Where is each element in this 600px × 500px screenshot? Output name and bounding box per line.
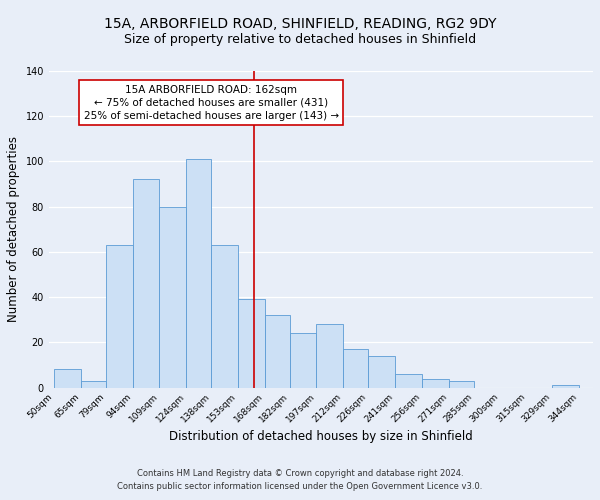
Bar [316,324,343,388]
Text: Contains HM Land Registry data © Crown copyright and database right 2024.: Contains HM Land Registry data © Crown c… [137,468,463,477]
Bar [368,356,395,388]
Bar [395,374,422,388]
Bar [265,315,290,388]
Bar [160,206,186,388]
X-axis label: Distribution of detached houses by size in Shinfield: Distribution of detached houses by size … [169,430,473,443]
Text: 15A, ARBORFIELD ROAD, SHINFIELD, READING, RG2 9DY: 15A, ARBORFIELD ROAD, SHINFIELD, READING… [104,18,496,32]
Bar [81,381,106,388]
Bar [422,378,449,388]
Text: Contains public sector information licensed under the Open Government Licence v3: Contains public sector information licen… [118,482,482,491]
Text: Size of property relative to detached houses in Shinfield: Size of property relative to detached ho… [124,32,476,46]
Bar [343,349,368,388]
Bar [211,245,238,388]
Y-axis label: Number of detached properties: Number of detached properties [7,136,20,322]
Text: 15A ARBORFIELD ROAD: 162sqm
← 75% of detached houses are smaller (431)
25% of se: 15A ARBORFIELD ROAD: 162sqm ← 75% of det… [83,84,339,121]
Bar [449,381,473,388]
Bar [133,180,160,388]
Bar [290,334,316,388]
Bar [552,386,579,388]
Bar [238,300,265,388]
Bar [106,245,133,388]
Bar [54,370,81,388]
Bar [186,159,211,388]
